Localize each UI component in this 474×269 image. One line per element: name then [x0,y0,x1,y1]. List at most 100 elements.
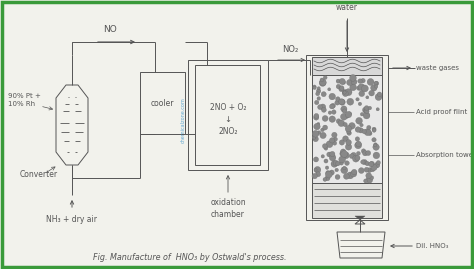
Circle shape [317,122,320,125]
Circle shape [356,98,359,101]
Text: NO: NO [103,25,117,34]
Circle shape [367,125,371,130]
Circle shape [368,131,372,136]
Circle shape [313,136,319,142]
Circle shape [352,169,357,175]
Circle shape [365,161,370,166]
Circle shape [350,84,356,91]
Circle shape [371,164,377,171]
Circle shape [374,81,379,86]
Circle shape [346,129,351,134]
Circle shape [333,137,337,141]
Circle shape [366,176,373,183]
Text: NH₃ + dry air: NH₃ + dry air [46,215,98,224]
Circle shape [320,78,324,82]
Circle shape [361,79,365,83]
Circle shape [369,161,374,166]
Circle shape [322,144,328,148]
Circle shape [343,91,348,97]
Circle shape [320,128,324,132]
Circle shape [371,85,377,91]
Circle shape [350,171,357,177]
Circle shape [336,79,340,83]
Circle shape [376,161,381,165]
Circle shape [364,129,371,136]
Text: Acid proof flint: Acid proof flint [416,109,467,115]
Circle shape [365,109,369,114]
Circle shape [312,174,318,179]
Circle shape [346,144,352,150]
Circle shape [351,79,357,85]
Circle shape [351,153,356,158]
Circle shape [339,161,344,165]
Circle shape [329,138,335,143]
Circle shape [327,152,332,157]
Circle shape [341,167,348,174]
Circle shape [314,100,319,105]
Circle shape [326,141,333,148]
Circle shape [365,113,369,118]
Circle shape [325,166,329,169]
Circle shape [321,155,324,158]
Text: chemicalzone.com: chemicalzone.com [181,97,185,143]
Circle shape [339,79,345,84]
Circle shape [362,85,368,92]
Circle shape [364,109,367,113]
Circle shape [336,161,340,166]
Circle shape [372,128,376,132]
Circle shape [314,168,317,171]
Text: 2NO + O₂: 2NO + O₂ [210,104,246,112]
Circle shape [372,137,376,142]
Circle shape [342,109,347,113]
Circle shape [366,173,372,179]
Circle shape [344,174,349,179]
Circle shape [355,127,361,132]
Circle shape [374,85,378,88]
Circle shape [338,120,345,126]
Circle shape [316,92,319,96]
Circle shape [339,156,346,163]
Circle shape [333,160,338,166]
Polygon shape [355,216,365,220]
Circle shape [331,161,338,167]
Text: Dil. HNO₃: Dil. HNO₃ [416,243,448,249]
Circle shape [346,79,353,86]
Circle shape [356,151,360,155]
Circle shape [336,97,340,101]
Circle shape [374,144,377,147]
Circle shape [353,155,359,162]
Circle shape [364,106,369,110]
Circle shape [339,140,345,145]
Circle shape [325,171,332,178]
Circle shape [364,179,368,183]
Text: Absorption tower: Absorption tower [416,152,474,158]
Circle shape [321,92,326,97]
Circle shape [362,129,366,134]
Circle shape [347,112,352,116]
Circle shape [314,167,321,173]
Circle shape [345,125,352,132]
Circle shape [349,154,354,158]
Circle shape [377,92,382,97]
Circle shape [374,162,380,168]
Circle shape [363,151,368,156]
Circle shape [355,155,360,160]
Circle shape [323,178,327,181]
Circle shape [376,108,379,111]
Bar [188,60,268,170]
Circle shape [361,160,365,164]
Circle shape [360,123,363,127]
Bar [140,72,185,134]
Text: cooler: cooler [150,98,174,108]
Circle shape [326,171,330,175]
Circle shape [318,105,323,109]
Circle shape [329,104,334,109]
Circle shape [319,80,326,86]
Circle shape [358,102,362,106]
Circle shape [335,175,340,179]
Circle shape [320,132,326,139]
Text: waste gases: waste gases [416,65,459,71]
Text: oxidation
chamber: oxidation chamber [210,198,246,219]
Circle shape [375,94,382,100]
Circle shape [340,114,347,120]
